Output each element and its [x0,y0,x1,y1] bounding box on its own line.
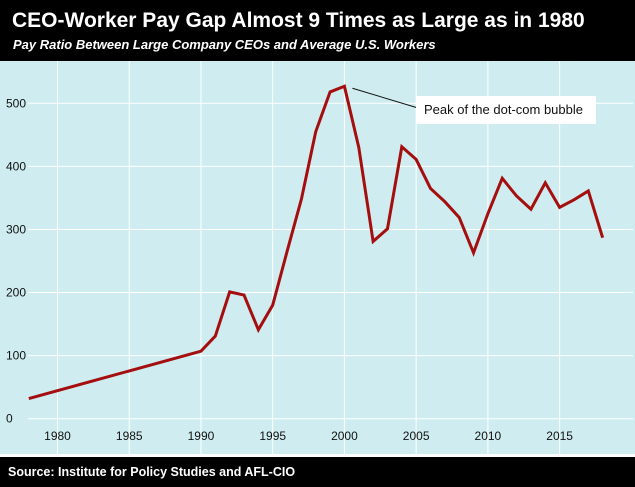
series-group [28,84,605,400]
annotation-box [416,96,596,124]
y-tick-label: 500 [6,96,26,110]
y-tick-label: 200 [6,286,26,300]
annotation-group: Peak of the dot-com bubble [352,87,596,124]
chart-subtitle: Pay Ratio Between Large Company CEOs and… [13,37,436,52]
x-tick-label: 2015 [546,429,573,443]
y-tick-label: 300 [6,222,26,236]
x-tick-label: 1990 [188,429,215,443]
x-tick-label: 1985 [116,429,143,443]
chart-footer: Source: Institute for Policy Studies and… [0,457,635,487]
x-tick-label: 1980 [44,429,71,443]
x-tick-labels: 1980 1985 1990 1995 2000 2005 2010 2015 [44,429,573,443]
x-tick-label: 2005 [403,429,430,443]
line-chart: 0 100 200 300 400 500 1980 1985 1990 1995 2000 200… [6,61,633,454]
gridlines [28,61,633,454]
chart-title: CEO-Worker Pay Gap Almost 9 Times as Lar… [12,9,585,32]
annotation-leader-line [352,87,419,109]
x-tick-label: 2010 [475,429,502,443]
y-tick-label: 0 [6,412,13,426]
y-tick-label: 400 [6,159,26,173]
series-line [28,84,605,400]
source-note: Source: Institute for Policy Studies and… [8,465,296,479]
annotation-label: Peak of the dot-com bubble [424,102,583,117]
plot-area: 0 100 200 300 400 500 1980 1985 1990 1995 2000 200… [0,61,635,454]
chart-header: CEO-Worker Pay Gap Almost 9 Times as Lar… [0,0,635,61]
x-tick-label: 2000 [331,429,358,443]
x-tick-label: 1995 [259,429,286,443]
y-tick-label: 100 [6,349,26,363]
y-tick-labels: 0 100 200 300 400 500 [6,96,26,425]
